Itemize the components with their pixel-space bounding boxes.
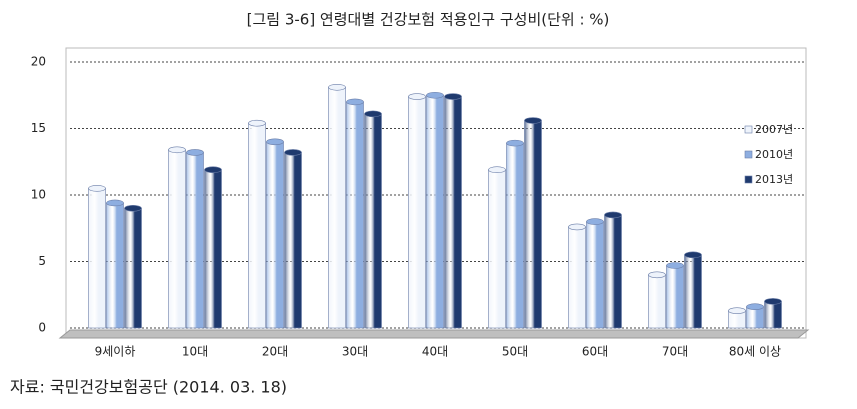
bar-top — [648, 271, 666, 279]
bar-top — [444, 93, 462, 100]
legend-swatch — [744, 125, 753, 134]
x-tick-label: 70대 — [662, 345, 688, 359]
bar-top — [408, 93, 426, 100]
bar-top — [666, 262, 684, 269]
x-tick-label: 20대 — [262, 345, 288, 359]
bar — [248, 122, 266, 329]
bar-top — [684, 251, 702, 259]
bar — [346, 101, 364, 329]
x-tick-label: 80세 이상 — [729, 345, 781, 359]
legend-label: 2010년 — [755, 148, 793, 161]
bar-top — [728, 307, 746, 315]
bar-top — [426, 91, 444, 99]
bar — [488, 169, 506, 329]
bar-top — [364, 110, 382, 118]
bar — [684, 254, 702, 329]
bar — [328, 86, 346, 329]
bar — [764, 301, 782, 329]
bar — [426, 94, 444, 329]
x-tick-label: 60대 — [582, 345, 608, 359]
bar-top — [168, 146, 186, 154]
y-tick-label: 5 — [38, 254, 46, 268]
bar — [506, 142, 524, 329]
bar-top — [186, 149, 204, 156]
bar-top — [586, 218, 604, 225]
bar — [284, 152, 302, 329]
legend-label: 2007년 — [755, 123, 793, 136]
bar-top — [746, 303, 764, 311]
legend-swatch — [744, 175, 753, 184]
y-tick-label: 10 — [31, 188, 46, 202]
legend-label: 2013년 — [755, 173, 793, 186]
bar — [568, 226, 586, 329]
bar-top — [524, 117, 542, 124]
bar-top — [106, 199, 124, 207]
bar-top — [266, 138, 284, 146]
bar-top — [328, 83, 346, 91]
legend-swatch — [744, 150, 753, 159]
y-tick-label: 15 — [31, 121, 46, 135]
bar-top — [204, 166, 222, 174]
y-tick-label: 20 — [31, 55, 46, 69]
source-note: 자료: 국민건강보험공단 (2014. 03. 18) — [10, 378, 287, 397]
bar-top — [488, 166, 506, 174]
bar-top — [568, 223, 586, 231]
x-tick-label: 50대 — [502, 345, 528, 359]
bar — [186, 152, 204, 329]
bar-top — [604, 211, 622, 219]
bar-top — [248, 119, 266, 127]
bar-top — [124, 205, 142, 212]
bar — [124, 208, 142, 329]
bar — [168, 149, 186, 329]
bar — [408, 96, 426, 329]
bar — [106, 202, 124, 329]
bar-top — [346, 98, 364, 106]
bar — [204, 169, 222, 329]
bar — [648, 274, 666, 329]
bar — [524, 120, 542, 329]
x-tick-label: 10대 — [182, 345, 208, 359]
y-tick-label: 0 — [38, 321, 46, 335]
x-tick-label: 30대 — [342, 345, 368, 359]
bar — [266, 141, 284, 329]
bar — [586, 221, 604, 329]
bar-top — [88, 185, 106, 192]
bar — [444, 96, 462, 329]
bar — [88, 188, 106, 329]
x-tick-label: 40대 — [422, 345, 448, 359]
chart-title: [그림 3-6] 연령대별 건강보험 적용인구 구성비(단위 : %) — [247, 11, 610, 29]
bar-top — [764, 298, 782, 305]
floor — [58, 329, 810, 339]
bar — [604, 214, 622, 329]
bar-top — [506, 139, 524, 147]
bar — [364, 113, 382, 329]
bar — [666, 265, 684, 329]
x-tick-label: 9세이하 — [95, 345, 136, 359]
bar-top — [284, 149, 302, 156]
